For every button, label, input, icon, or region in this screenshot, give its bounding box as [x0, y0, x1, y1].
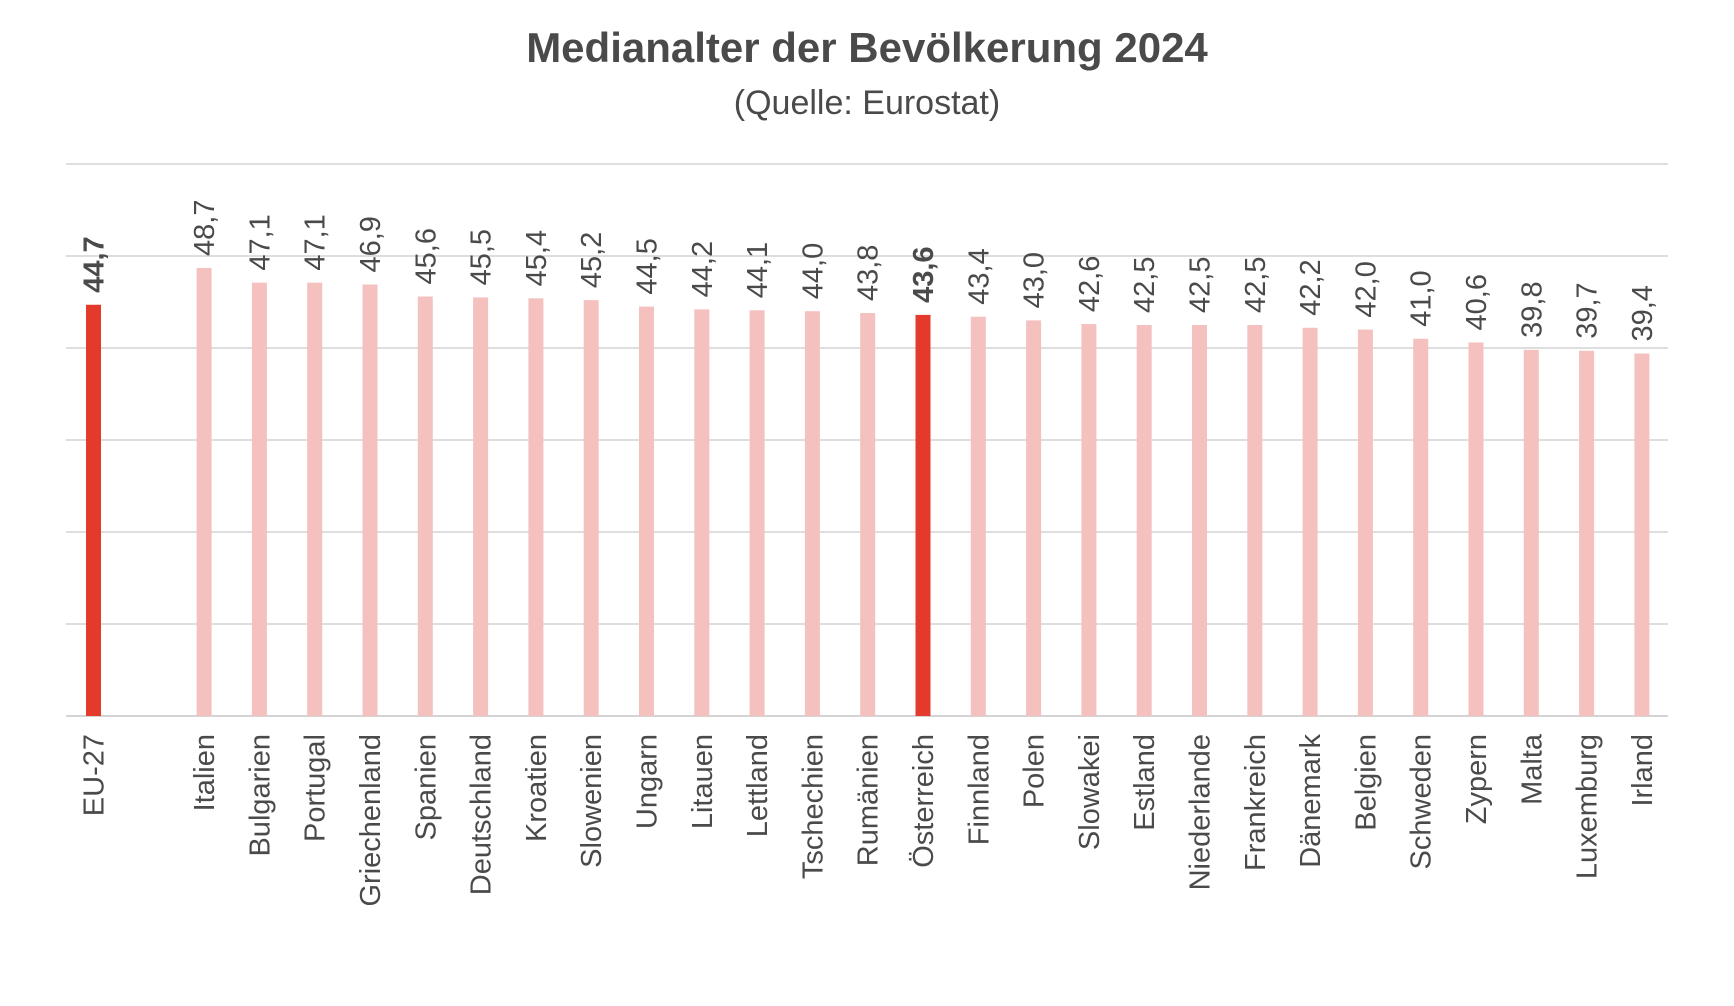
value-label-slowenien: 45,2 — [576, 232, 608, 288]
bar-rumaenien — [860, 313, 876, 716]
value-label-italien: 48,7 — [189, 200, 221, 256]
bar-italien — [196, 267, 212, 716]
value-label-kroatien: 45,4 — [521, 230, 553, 286]
value-label-litauen: 44,2 — [687, 241, 719, 297]
bar-daenemark — [1302, 327, 1318, 716]
bar-finnland — [970, 316, 986, 716]
bar-lettland — [749, 310, 765, 716]
bar-frankreich — [1247, 325, 1263, 716]
category-label-slowenien: Slowenien — [576, 734, 608, 868]
category-label-malta: Malta — [1516, 733, 1548, 805]
bar-luxemburg — [1579, 350, 1595, 716]
value-label-tschechien: 44,0 — [797, 243, 829, 299]
category-label-tschechien: Tschechien — [797, 734, 829, 879]
chart-title: Medianalter der Bevölkerung 2024 — [526, 24, 1208, 71]
value-label-ungarn: 44,5 — [632, 238, 664, 294]
category-label-griechenland: Griechenland — [355, 734, 387, 907]
bar-polen — [1026, 320, 1042, 716]
value-label-bulgarien: 47,1 — [244, 214, 276, 270]
bar-malta — [1523, 349, 1539, 716]
value-label-eu-27: 44,7 — [79, 236, 111, 292]
category-label-eu-27: EU-27 — [79, 734, 111, 816]
category-label-deutschland: Deutschland — [466, 734, 498, 895]
category-label-italien: Italien — [189, 734, 221, 811]
value-label-daenemark: 42,2 — [1295, 259, 1327, 315]
category-label-litauen: Litauen — [687, 734, 719, 829]
value-label-rumaenien: 43,8 — [853, 245, 885, 301]
value-label-zypern: 40,6 — [1461, 274, 1493, 330]
category-labels: EU-27 Italien Bulgarien Portugal Griechenlan… — [79, 733, 1659, 906]
category-label-niederlande: Niederlande — [1185, 734, 1217, 890]
value-label-lettland: 44,1 — [742, 242, 774, 298]
category-label-polen: Polen — [1019, 734, 1051, 808]
value-label-estland: 42,5 — [1129, 257, 1161, 313]
category-label-luxemburg: Luxemburg — [1572, 734, 1604, 879]
category-label-slowakei: Slowakei — [1074, 734, 1106, 850]
bar-niederlande — [1192, 325, 1207, 716]
bar-zypern — [1468, 342, 1484, 716]
category-label-kroatien: Kroatien — [521, 734, 553, 842]
value-label-polen: 43,0 — [1019, 252, 1051, 308]
bar-oesterreich — [915, 314, 931, 716]
category-label-bulgarien: Bulgarien — [244, 734, 276, 857]
category-label-zypern: Zypern — [1461, 734, 1493, 824]
bar-estland — [1136, 325, 1152, 716]
category-label-lettland: Lettland — [742, 734, 774, 837]
bar-spanien — [417, 296, 433, 716]
category-label-finnland: Finnland — [963, 734, 995, 845]
value-label-spanien: 45,6 — [410, 228, 442, 284]
value-label-griechenland: 46,9 — [355, 216, 387, 272]
chart-subtitle: (Quelle: Eurostat) — [733, 84, 1001, 122]
category-label-belgien: Belgien — [1350, 734, 1382, 831]
value-label-slowakei: 42,6 — [1074, 256, 1106, 312]
category-label-irland: Irland — [1627, 734, 1659, 807]
value-label-schweden: 41,0 — [1406, 270, 1438, 326]
category-label-spanien: Spanien — [410, 734, 442, 840]
category-label-ungarn: Ungarn — [632, 734, 664, 829]
bar-belgien — [1357, 329, 1373, 716]
value-label-deutschland: 45,5 — [466, 229, 498, 285]
bar-eu-27 — [86, 304, 101, 716]
value-label-oesterreich: 43,6 — [908, 246, 940, 302]
bar-irland — [1634, 353, 1650, 716]
category-label-schweden: Schweden — [1406, 734, 1438, 869]
value-label-malta: 39,8 — [1516, 281, 1548, 337]
category-label-estland: Estland — [1129, 734, 1161, 831]
value-label-niederlande: 42,5 — [1185, 257, 1217, 313]
category-label-frankreich: Frankreich — [1240, 734, 1272, 871]
category-label-daenemark: Dänemark — [1295, 734, 1327, 868]
bars — [86, 267, 1650, 716]
value-label-portugal: 47,1 — [300, 214, 332, 270]
value-label-finnland: 43,4 — [963, 248, 995, 304]
value-labels: 44,7 48,7 47,1 47,1 46,9 45,6 45,5 45,4 45,2 44,5… — [79, 200, 1659, 342]
bar-slowenien — [583, 300, 599, 716]
value-label-belgien: 42,0 — [1350, 261, 1382, 317]
bar-schweden — [1413, 338, 1429, 716]
bar-portugal — [307, 282, 323, 716]
bar-kroatien — [528, 298, 544, 716]
bar-deutschland — [473, 297, 489, 716]
category-label-oesterreich: Österreich — [908, 734, 940, 868]
value-label-irland: 39,4 — [1627, 285, 1659, 341]
bar-ungarn — [639, 306, 654, 716]
bar-slowakei — [1081, 324, 1097, 716]
value-label-frankreich: 42,5 — [1240, 257, 1272, 313]
category-label-portugal: Portugal — [300, 734, 332, 842]
value-label-luxemburg: 39,7 — [1572, 282, 1604, 338]
bar-litauen — [694, 309, 710, 716]
bar-griechenland — [362, 284, 378, 716]
category-label-rumaenien: Rumänien — [853, 734, 885, 866]
bar-bulgarien — [251, 282, 267, 716]
bar-tschechien — [804, 311, 820, 716]
